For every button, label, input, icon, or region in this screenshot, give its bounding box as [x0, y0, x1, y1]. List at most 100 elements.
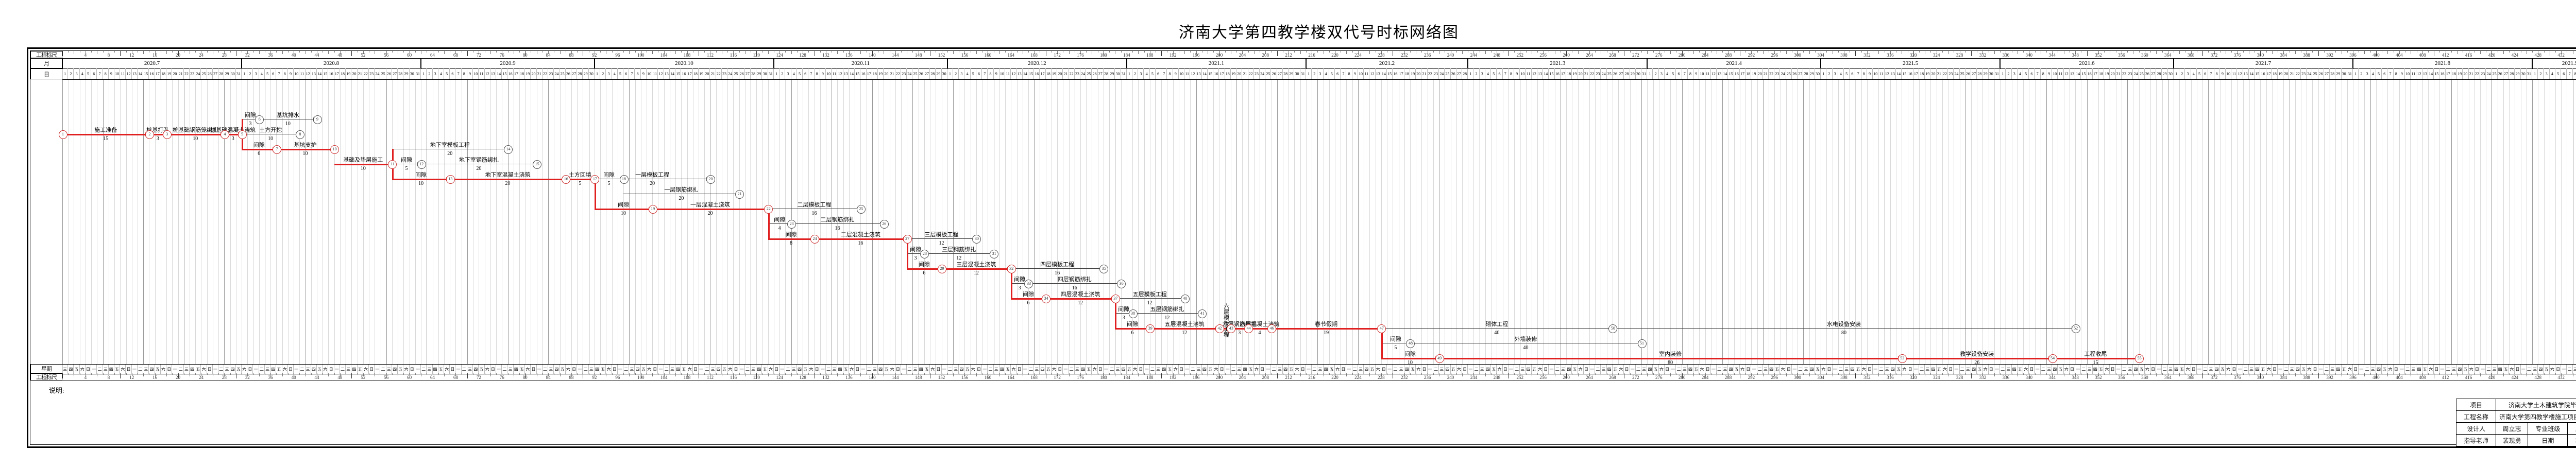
network-node[interactable]: 1 [58, 130, 67, 139]
network-node[interactable]: 41 [1198, 309, 1207, 318]
network-node[interactable]: 52 [2071, 324, 2080, 333]
network-node[interactable]: 22 [764, 204, 773, 214]
network-node[interactable]: 40 [1180, 294, 1190, 303]
network-node[interactable]: 25 [856, 204, 866, 214]
network-node[interactable]: 2 [145, 130, 154, 139]
activity-duration: 3 [1018, 285, 1021, 291]
day-cell: 28 [1977, 68, 1983, 79]
network-node[interactable]: 46 [1267, 324, 1276, 333]
day-cell: 4 [2550, 68, 2555, 79]
network-node[interactable]: 30 [972, 234, 981, 244]
day-cell: 31 [768, 68, 774, 79]
grid-line [1196, 80, 1197, 364]
network-node[interactable]: 21 [735, 189, 744, 199]
weekday-cell: 二 [218, 365, 225, 374]
network-node[interactable]: 48 [1406, 339, 1415, 348]
weekday-cell: 日 [2029, 365, 2035, 374]
network-node[interactable]: 34 [1042, 294, 1051, 303]
network-node[interactable]: 39 [1146, 324, 1155, 333]
network-node[interactable]: 54 [2048, 354, 2057, 363]
scale-tick [438, 51, 439, 53]
network-node[interactable]: 28 [920, 249, 929, 258]
network-node[interactable]: 35 [1099, 264, 1109, 273]
weekday-cell: 一 [1387, 365, 1393, 374]
network-node[interactable]: 3 [162, 130, 172, 139]
scale-tick-label: 304 [1817, 375, 1824, 380]
network-node[interactable]: 19 [648, 204, 657, 214]
weekday-cell: 一 [901, 365, 907, 374]
network-node[interactable]: 4 [220, 130, 229, 139]
activity-arrow [907, 268, 942, 270]
weekday-cell: 一 [334, 365, 340, 374]
network-node[interactable]: 53 [1897, 354, 1907, 363]
network-node[interactable]: 20 [706, 175, 715, 184]
network-node[interactable]: 7 [272, 145, 281, 154]
scale-tick [820, 373, 821, 375]
scale-tick [467, 373, 468, 378]
network-node[interactable]: 44 [1244, 324, 1253, 333]
weekday-cell: 四 [2012, 365, 2018, 374]
activity-label: 水电设备安装 [1827, 321, 1861, 327]
weekday-cell: 一 [1509, 365, 1515, 374]
grid-line [1774, 80, 1775, 364]
day-cell: 6 [1156, 68, 1162, 79]
grid-line [2087, 80, 2088, 364]
grid-line [2035, 80, 2036, 364]
network-node[interactable]: 55 [2135, 354, 2144, 363]
network-node[interactable]: 14 [504, 145, 513, 154]
network-node[interactable]: 10 [330, 145, 340, 154]
day-cell: 25 [1265, 68, 1272, 79]
network-node[interactable]: 50 [1608, 324, 1618, 333]
network-node[interactable]: 9 [313, 115, 322, 124]
network-node[interactable]: 37 [1111, 294, 1120, 303]
network-node[interactable]: 12 [417, 160, 426, 169]
day-cell: 5 [1150, 68, 1156, 79]
network-node[interactable]: 27 [903, 234, 912, 244]
activity-label: 外墙装修 [1514, 336, 1537, 342]
network-node[interactable]: 43 [1227, 324, 1236, 333]
day-cell: 26 [207, 68, 213, 79]
day-cell: 7 [2035, 68, 2041, 79]
network-node[interactable]: 32 [1007, 264, 1016, 273]
network-node[interactable]: 49 [1435, 354, 1444, 363]
grid-line [2260, 80, 2261, 364]
day-cell: 7 [1855, 68, 1861, 79]
network-node[interactable]: 36 [1117, 279, 1126, 288]
day-cell: 14 [1023, 68, 1028, 79]
scale-tick [1595, 51, 1596, 53]
network-node[interactable]: 23 [787, 219, 796, 229]
network-node[interactable]: 16 [562, 175, 571, 184]
network-node[interactable]: 24 [810, 234, 820, 244]
grid-line [2480, 80, 2481, 364]
network-node[interactable]: 8 [295, 130, 304, 139]
network-node[interactable]: 29 [938, 264, 947, 273]
weekday-cell: 五 [195, 365, 201, 374]
network-node[interactable]: 26 [879, 219, 889, 229]
day-cell: 22 [2295, 68, 2301, 79]
title-block-row: 设计人周立志专业班级土木1604 [2455, 422, 2576, 435]
day-cell: 23 [1254, 68, 1260, 79]
network-node[interactable]: 6 [255, 115, 264, 124]
network-node[interactable]: 38 [1128, 309, 1138, 318]
network-node[interactable]: 15 [533, 160, 542, 169]
scale-tick [166, 373, 167, 376]
weekday-cell: 日 [1705, 365, 1711, 374]
weekday-cell: 日 [1665, 365, 1671, 374]
network-node[interactable]: 18 [619, 175, 629, 184]
scale-tick [340, 51, 341, 54]
day-cell: 27 [2503, 68, 2510, 79]
day-cell: 1 [1127, 68, 1133, 79]
network-node[interactable]: 11 [388, 160, 397, 169]
network-node[interactable]: 51 [1637, 339, 1647, 348]
top-scale-ruler: 4 8 12 16 20 24 28 32 36 40 44 48 52 56 60 64 68 72 76 80 84… [62, 51, 2576, 59]
network-node[interactable]: 31 [990, 249, 999, 258]
day-cell: 3 [433, 68, 438, 79]
network-node[interactable]: 33 [1024, 279, 1033, 288]
scale-tick [1774, 373, 1775, 376]
network-node[interactable]: 42 [1215, 324, 1224, 333]
network-node[interactable]: 47 [1377, 324, 1386, 333]
network-node[interactable]: 5 [238, 130, 247, 139]
weekday-cell: 二 [340, 365, 346, 374]
network-node[interactable]: 17 [590, 175, 600, 184]
network-node[interactable]: 13 [446, 175, 455, 184]
